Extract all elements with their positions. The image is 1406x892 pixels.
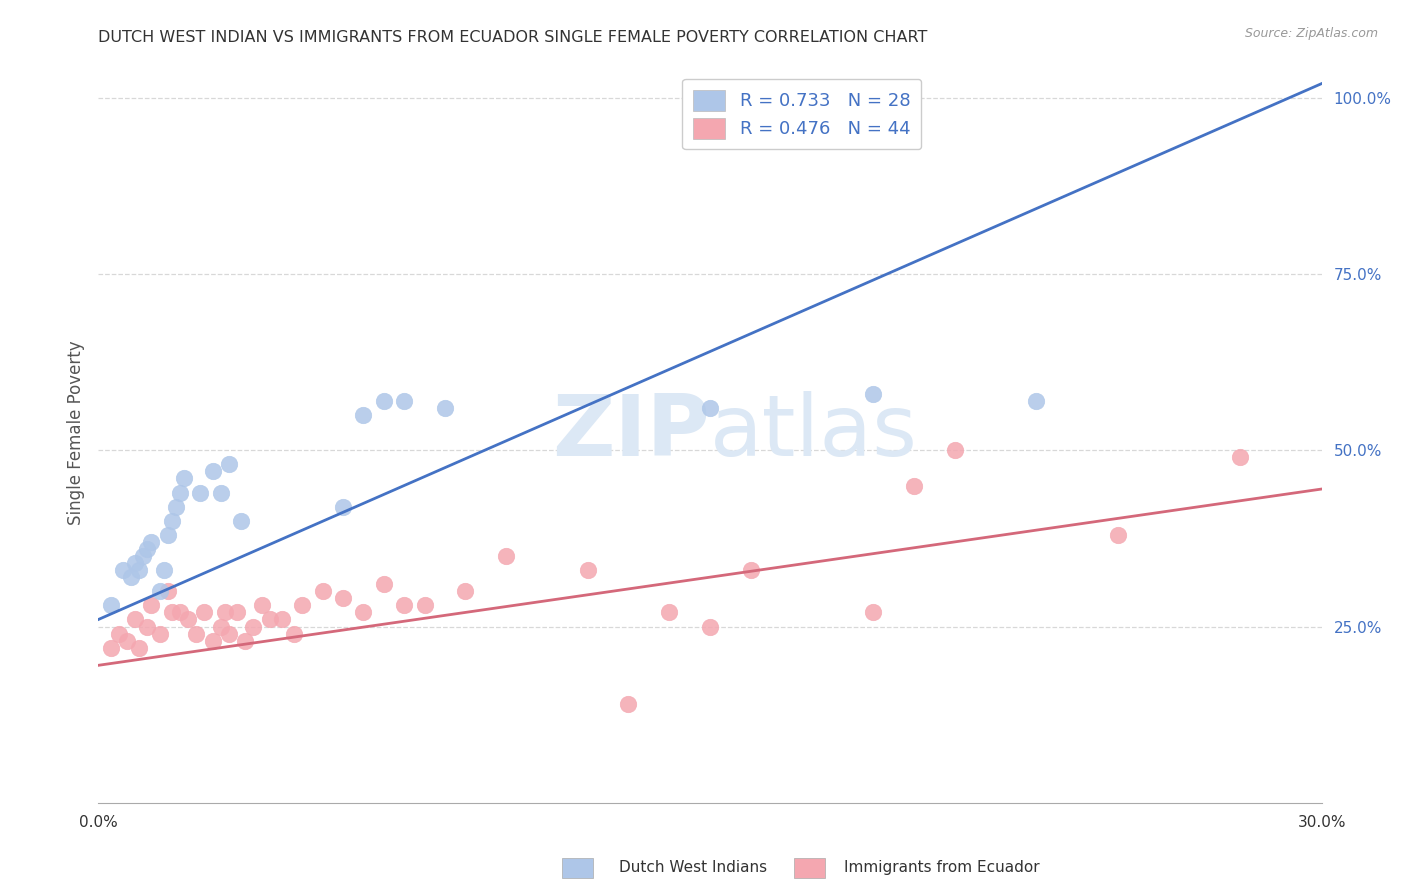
Point: [283, 626, 305, 640]
Point: [903, 478, 925, 492]
Legend: R = 0.733   N = 28, R = 0.476   N = 44: R = 0.733 N = 28, R = 0.476 N = 44: [682, 78, 921, 150]
Point: [186, 626, 208, 640]
Point: [156, 584, 179, 599]
Point: [1229, 450, 1251, 465]
Point: [740, 563, 762, 577]
Point: [392, 393, 416, 408]
Point: [132, 549, 155, 563]
Point: [862, 387, 884, 401]
Point: [160, 514, 183, 528]
Point: [454, 584, 477, 599]
Point: [149, 584, 172, 599]
Point: [120, 570, 142, 584]
Point: [231, 514, 253, 528]
Point: [149, 626, 172, 640]
Point: [495, 549, 517, 563]
Point: [111, 563, 134, 577]
Point: [108, 626, 131, 640]
Point: [115, 633, 138, 648]
Point: [209, 485, 232, 500]
Point: [177, 612, 200, 626]
Point: [576, 563, 599, 577]
Point: [169, 485, 191, 500]
Point: [699, 619, 721, 633]
Point: [862, 606, 884, 620]
Point: [1107, 528, 1129, 542]
Text: DUTCH WEST INDIAN VS IMMIGRANTS FROM ECUADOR SINGLE FEMALE POVERTY CORRELATION C: DUTCH WEST INDIAN VS IMMIGRANTS FROM ECU…: [98, 29, 928, 45]
Text: ZIP: ZIP: [553, 391, 710, 475]
Point: [124, 556, 146, 570]
Point: [214, 606, 236, 620]
Point: [165, 500, 187, 514]
Point: [373, 393, 395, 408]
Point: [242, 619, 264, 633]
Point: [152, 563, 174, 577]
Y-axis label: Single Female Poverty: Single Female Poverty: [66, 341, 84, 524]
Point: [218, 458, 240, 472]
Point: [169, 606, 191, 620]
Point: [413, 599, 436, 613]
Text: Source: ZipAtlas.com: Source: ZipAtlas.com: [1244, 27, 1378, 40]
Point: [201, 464, 224, 478]
Point: [218, 626, 240, 640]
Point: [233, 633, 256, 648]
Point: [160, 606, 183, 620]
Text: atlas: atlas: [710, 391, 918, 475]
Point: [434, 401, 457, 415]
Point: [136, 619, 159, 633]
Point: [141, 535, 163, 549]
Text: Immigrants from Ecuador: Immigrants from Ecuador: [844, 860, 1039, 874]
Point: [128, 640, 150, 655]
Point: [100, 599, 122, 613]
Point: [1025, 393, 1047, 408]
Point: [250, 599, 273, 613]
Point: [201, 633, 224, 648]
Point: [128, 563, 150, 577]
Point: [943, 443, 966, 458]
Point: [209, 619, 232, 633]
Point: [193, 606, 215, 620]
Point: [617, 697, 640, 711]
Point: [136, 541, 159, 556]
Point: [188, 485, 212, 500]
Point: [699, 401, 721, 415]
Point: [658, 606, 681, 620]
Point: [312, 584, 335, 599]
Point: [156, 528, 179, 542]
Point: [270, 612, 294, 626]
Point: [332, 500, 354, 514]
Point: [373, 577, 395, 591]
Point: [291, 599, 314, 613]
Point: [100, 640, 122, 655]
Point: [332, 591, 354, 606]
Point: [352, 408, 374, 422]
Point: [173, 471, 195, 485]
Point: [352, 606, 374, 620]
Point: [226, 606, 249, 620]
Point: [141, 599, 163, 613]
Point: [259, 612, 281, 626]
Point: [124, 612, 146, 626]
Text: Dutch West Indians: Dutch West Indians: [619, 860, 766, 874]
Point: [392, 599, 416, 613]
